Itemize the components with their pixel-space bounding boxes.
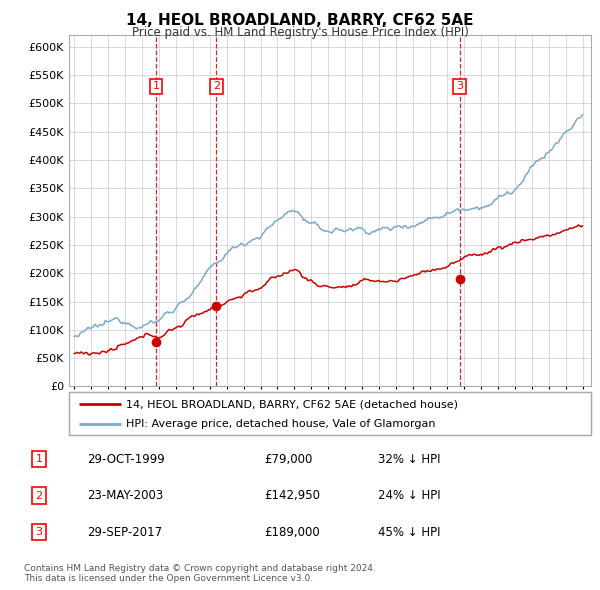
Text: 14, HEOL BROADLAND, BARRY, CF62 5AE: 14, HEOL BROADLAND, BARRY, CF62 5AE [126,13,474,28]
Text: 29-SEP-2017: 29-SEP-2017 [87,526,162,539]
Text: 1: 1 [152,81,160,91]
Text: 24% ↓ HPI: 24% ↓ HPI [378,489,440,502]
Text: Contains HM Land Registry data © Crown copyright and database right 2024.
This d: Contains HM Land Registry data © Crown c… [24,563,376,583]
Text: 29-OCT-1999: 29-OCT-1999 [87,453,165,466]
Text: Price paid vs. HM Land Registry's House Price Index (HPI): Price paid vs. HM Land Registry's House … [131,26,469,39]
Text: 45% ↓ HPI: 45% ↓ HPI [378,526,440,539]
Text: £142,950: £142,950 [264,489,320,502]
Text: 3: 3 [456,81,463,91]
Text: £189,000: £189,000 [264,526,320,539]
Text: 3: 3 [35,527,43,537]
Text: 14, HEOL BROADLAND, BARRY, CF62 5AE (detached house): 14, HEOL BROADLAND, BARRY, CF62 5AE (det… [127,399,458,409]
Text: 23-MAY-2003: 23-MAY-2003 [87,489,163,502]
Text: HPI: Average price, detached house, Vale of Glamorgan: HPI: Average price, detached house, Vale… [127,419,436,429]
Text: 2: 2 [213,81,220,91]
Text: 2: 2 [35,491,43,500]
Text: 1: 1 [35,454,43,464]
Text: 32% ↓ HPI: 32% ↓ HPI [378,453,440,466]
Text: £79,000: £79,000 [264,453,313,466]
